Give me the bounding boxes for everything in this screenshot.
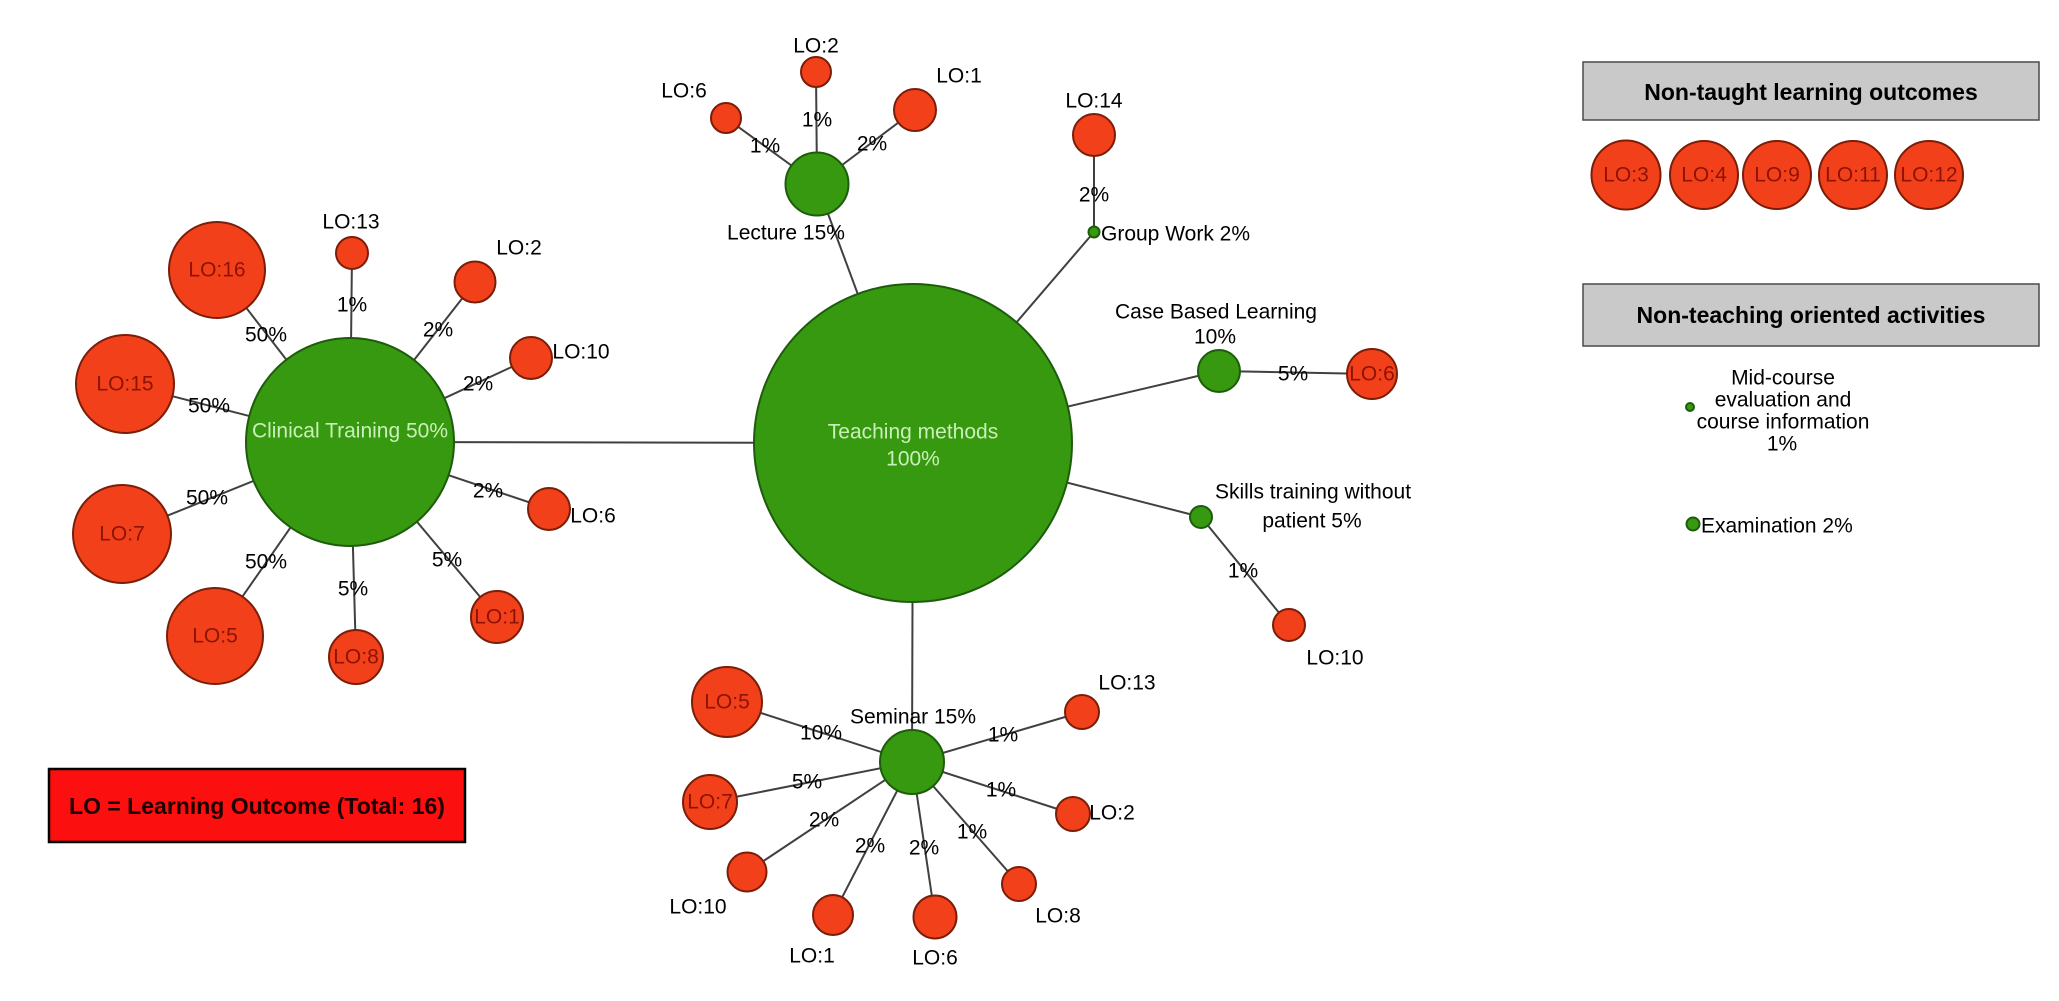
svg-text:1%: 1%: [750, 135, 780, 158]
svg-text:50%: 50%: [245, 551, 287, 574]
svg-text:LO:5: LO:5: [704, 691, 750, 714]
svg-text:LO:2: LO:2: [793, 35, 839, 58]
svg-text:Non-taught learning outcomes: Non-taught learning outcomes: [1644, 79, 1978, 105]
svg-text:LO:1: LO:1: [789, 945, 835, 968]
svg-text:LO:10: LO:10: [552, 341, 609, 364]
svg-text:2%: 2%: [909, 837, 939, 860]
svg-text:Seminar 15%: Seminar 15%: [850, 706, 976, 729]
svg-text:Examination 2%: Examination 2%: [1701, 515, 1853, 538]
svg-text:Teaching methods: Teaching methods: [828, 421, 998, 444]
svg-text:5%: 5%: [1278, 363, 1308, 386]
svg-text:Clinical Training 50%: Clinical Training 50%: [252, 420, 448, 443]
svg-text:LO:4: LO:4: [1681, 164, 1727, 187]
svg-text:Skills training without: Skills training without: [1215, 481, 1411, 504]
svg-text:2%: 2%: [463, 373, 493, 396]
svg-text:2%: 2%: [855, 835, 885, 858]
svg-text:LO:3: LO:3: [1603, 164, 1649, 187]
svg-text:2%: 2%: [473, 480, 503, 503]
svg-text:evaluation and: evaluation and: [1715, 389, 1852, 412]
svg-text:LO:10: LO:10: [669, 896, 726, 919]
svg-text:LO:8: LO:8: [1035, 905, 1081, 928]
svg-text:LO:6: LO:6: [570, 505, 616, 528]
svg-text:1%: 1%: [802, 109, 832, 132]
svg-text:Group Work 2%: Group Work 2%: [1101, 223, 1250, 246]
svg-text:LO:2: LO:2: [1089, 802, 1135, 825]
svg-text:100%: 100%: [886, 448, 940, 471]
svg-text:LO:12: LO:12: [1900, 164, 1957, 187]
svg-text:LO:9: LO:9: [1754, 164, 1800, 187]
svg-text:2%: 2%: [1079, 184, 1109, 207]
svg-text:LO:15: LO:15: [96, 373, 153, 396]
svg-text:LO = Learning Outcome (Total:: LO = Learning Outcome (Total: 16): [69, 793, 445, 819]
svg-text:50%: 50%: [188, 395, 230, 418]
svg-text:LO:13: LO:13: [1098, 672, 1155, 695]
svg-text:patient 5%: patient 5%: [1262, 510, 1361, 533]
svg-text:5%: 5%: [432, 549, 462, 572]
svg-text:LO:13: LO:13: [322, 211, 379, 234]
svg-text:Mid-course: Mid-course: [1731, 367, 1835, 390]
svg-text:LO:5: LO:5: [192, 625, 238, 648]
svg-text:1%: 1%: [337, 294, 367, 317]
svg-text:LO:1: LO:1: [474, 606, 520, 629]
svg-text:LO:14: LO:14: [1065, 90, 1123, 113]
svg-text:10%: 10%: [800, 722, 842, 745]
svg-text:LO:6: LO:6: [912, 947, 958, 970]
svg-text:LO:2: LO:2: [496, 237, 542, 260]
svg-text:LO:10: LO:10: [1306, 647, 1363, 670]
svg-text:1%: 1%: [1228, 560, 1258, 583]
svg-text:Non-teaching oriented activiti: Non-teaching oriented activities: [1637, 302, 1986, 328]
svg-text:LO:1: LO:1: [936, 65, 982, 88]
svg-text:2%: 2%: [809, 809, 839, 832]
svg-text:1%: 1%: [957, 821, 987, 844]
svg-text:5%: 5%: [338, 578, 368, 601]
svg-text:10%: 10%: [1194, 326, 1236, 349]
svg-text:1%: 1%: [986, 779, 1016, 802]
svg-text:Case Based Learning: Case Based Learning: [1115, 301, 1317, 324]
svg-text:LO:6: LO:6: [661, 80, 707, 103]
svg-text:LO:7: LO:7: [687, 791, 733, 814]
svg-text:LO:11: LO:11: [1825, 164, 1881, 187]
svg-text:5%: 5%: [792, 771, 822, 794]
svg-text:LO:6: LO:6: [1349, 363, 1395, 386]
svg-text:50%: 50%: [186, 487, 228, 510]
svg-text:1%: 1%: [1767, 433, 1797, 456]
svg-text:Lecture 15%: Lecture 15%: [727, 222, 845, 245]
svg-text:course information: course information: [1697, 411, 1870, 434]
svg-text:1%: 1%: [988, 724, 1018, 747]
svg-text:2%: 2%: [857, 133, 887, 156]
svg-text:50%: 50%: [245, 324, 287, 347]
svg-text:2%: 2%: [423, 319, 453, 342]
svg-text:LO:16: LO:16: [188, 259, 245, 282]
svg-text:LO:8: LO:8: [333, 646, 379, 669]
svg-text:LO:7: LO:7: [99, 523, 145, 546]
